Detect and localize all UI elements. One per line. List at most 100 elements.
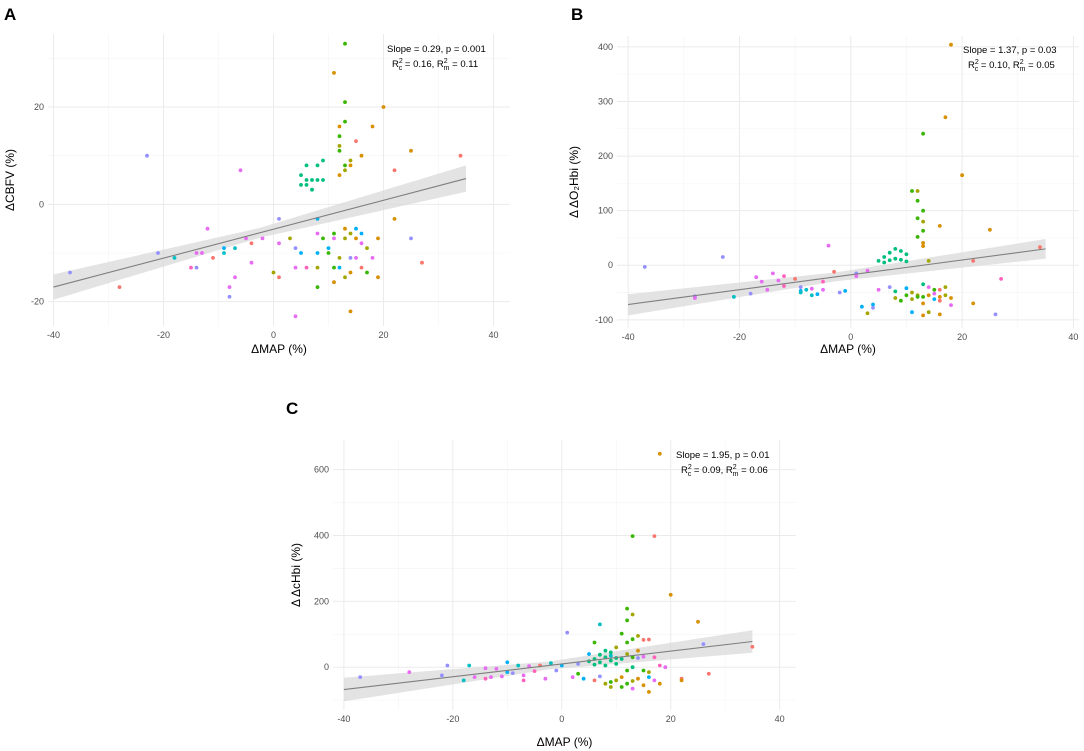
data-point bbox=[614, 662, 619, 666]
data-point bbox=[299, 173, 303, 178]
slope-annotation: Slope = 1.37, p = 0.03 bbox=[963, 45, 1057, 56]
data-point bbox=[337, 256, 342, 260]
x-tick-label: 20 bbox=[666, 714, 676, 724]
data-point bbox=[576, 662, 580, 666]
data-point bbox=[376, 275, 380, 280]
data-point bbox=[592, 678, 597, 683]
data-point bbox=[315, 163, 320, 168]
data-point bbox=[630, 534, 635, 538]
data-point bbox=[926, 285, 931, 289]
data-point bbox=[409, 148, 413, 153]
data-point bbox=[921, 228, 925, 233]
data-point bbox=[882, 260, 887, 265]
data-point bbox=[392, 168, 397, 173]
data-point bbox=[343, 119, 347, 124]
data-point bbox=[765, 287, 770, 292]
data-point bbox=[798, 285, 803, 289]
data-point bbox=[899, 298, 903, 303]
data-point bbox=[871, 302, 875, 307]
data-point bbox=[619, 685, 624, 689]
slope-annotation: Slope = 1.95, p = 0.01 bbox=[676, 450, 770, 461]
y-tick-label: 600 bbox=[314, 465, 329, 475]
data-point bbox=[315, 178, 320, 182]
data-point bbox=[337, 124, 342, 129]
data-point bbox=[625, 606, 629, 611]
data-point bbox=[315, 265, 320, 270]
r-squared-annotation: R2 c = 0.16, R2 m = 0.11 bbox=[392, 58, 478, 72]
data-point bbox=[921, 282, 925, 287]
data-point bbox=[636, 656, 640, 660]
regression-line bbox=[343, 640, 753, 691]
data-point bbox=[748, 291, 753, 296]
data-point bbox=[222, 246, 226, 251]
data-point bbox=[68, 270, 72, 275]
data-point bbox=[505, 660, 510, 665]
data-point bbox=[614, 645, 619, 650]
data-point bbox=[663, 665, 668, 670]
data-point bbox=[943, 285, 948, 289]
data-point bbox=[510, 671, 515, 675]
data-point bbox=[630, 686, 635, 691]
data-point bbox=[461, 678, 466, 683]
data-point bbox=[932, 297, 937, 301]
data-point bbox=[409, 236, 413, 241]
panel-a: -40 -20 0 20 40 -20 0 20 A ΔMAP (%) ΔCBFV (%) Slope… bbox=[3, 5, 510, 356]
data-point bbox=[915, 189, 920, 193]
data-point bbox=[348, 163, 353, 168]
y-tick-label: 200 bbox=[598, 151, 613, 161]
data-point bbox=[200, 251, 204, 255]
data-point bbox=[315, 251, 320, 255]
data-point bbox=[472, 675, 477, 679]
data-point bbox=[244, 236, 248, 241]
data-point bbox=[570, 675, 575, 679]
data-point bbox=[332, 280, 336, 285]
data-point bbox=[521, 673, 526, 678]
data-point bbox=[932, 291, 937, 296]
data-point bbox=[392, 217, 397, 221]
data-point bbox=[483, 666, 488, 671]
data-point bbox=[440, 673, 444, 678]
data-point bbox=[793, 277, 797, 281]
data-point bbox=[343, 163, 347, 168]
data-point bbox=[821, 287, 825, 292]
data-point bbox=[657, 663, 662, 668]
x-tick-label: 0 bbox=[559, 714, 564, 724]
data-point bbox=[277, 275, 281, 280]
data-point bbox=[500, 674, 504, 679]
y-tick-label: 300 bbox=[598, 96, 613, 106]
data-point bbox=[943, 293, 948, 298]
data-point bbox=[304, 178, 309, 182]
data-point bbox=[608, 650, 613, 655]
data-point bbox=[652, 655, 657, 660]
data-point bbox=[608, 653, 613, 658]
data-point bbox=[641, 683, 646, 688]
data-point bbox=[156, 251, 160, 255]
data-point bbox=[608, 680, 613, 684]
data-point bbox=[321, 158, 325, 163]
data-point bbox=[904, 259, 909, 264]
data-point bbox=[407, 670, 412, 674]
data-point bbox=[145, 153, 149, 158]
data-point bbox=[921, 295, 925, 299]
data-point bbox=[370, 124, 375, 129]
data-point bbox=[489, 675, 493, 679]
data-point bbox=[494, 666, 499, 671]
data-point bbox=[337, 148, 342, 153]
data-point bbox=[776, 278, 781, 283]
data-point bbox=[636, 676, 640, 681]
data-point bbox=[750, 644, 755, 649]
data-point bbox=[337, 173, 342, 178]
data-point bbox=[932, 287, 937, 292]
data-point bbox=[277, 217, 281, 221]
y-axis-label: ΔCBFV (%) bbox=[3, 149, 17, 211]
data-point bbox=[701, 642, 706, 646]
data-point bbox=[370, 256, 375, 260]
data-point bbox=[222, 251, 226, 255]
data-point bbox=[915, 295, 920, 299]
data-point bbox=[458, 153, 463, 158]
data-point bbox=[343, 100, 347, 104]
data-point bbox=[720, 255, 725, 259]
data-point bbox=[354, 236, 358, 241]
data-point bbox=[926, 259, 931, 263]
data-point bbox=[271, 270, 276, 275]
